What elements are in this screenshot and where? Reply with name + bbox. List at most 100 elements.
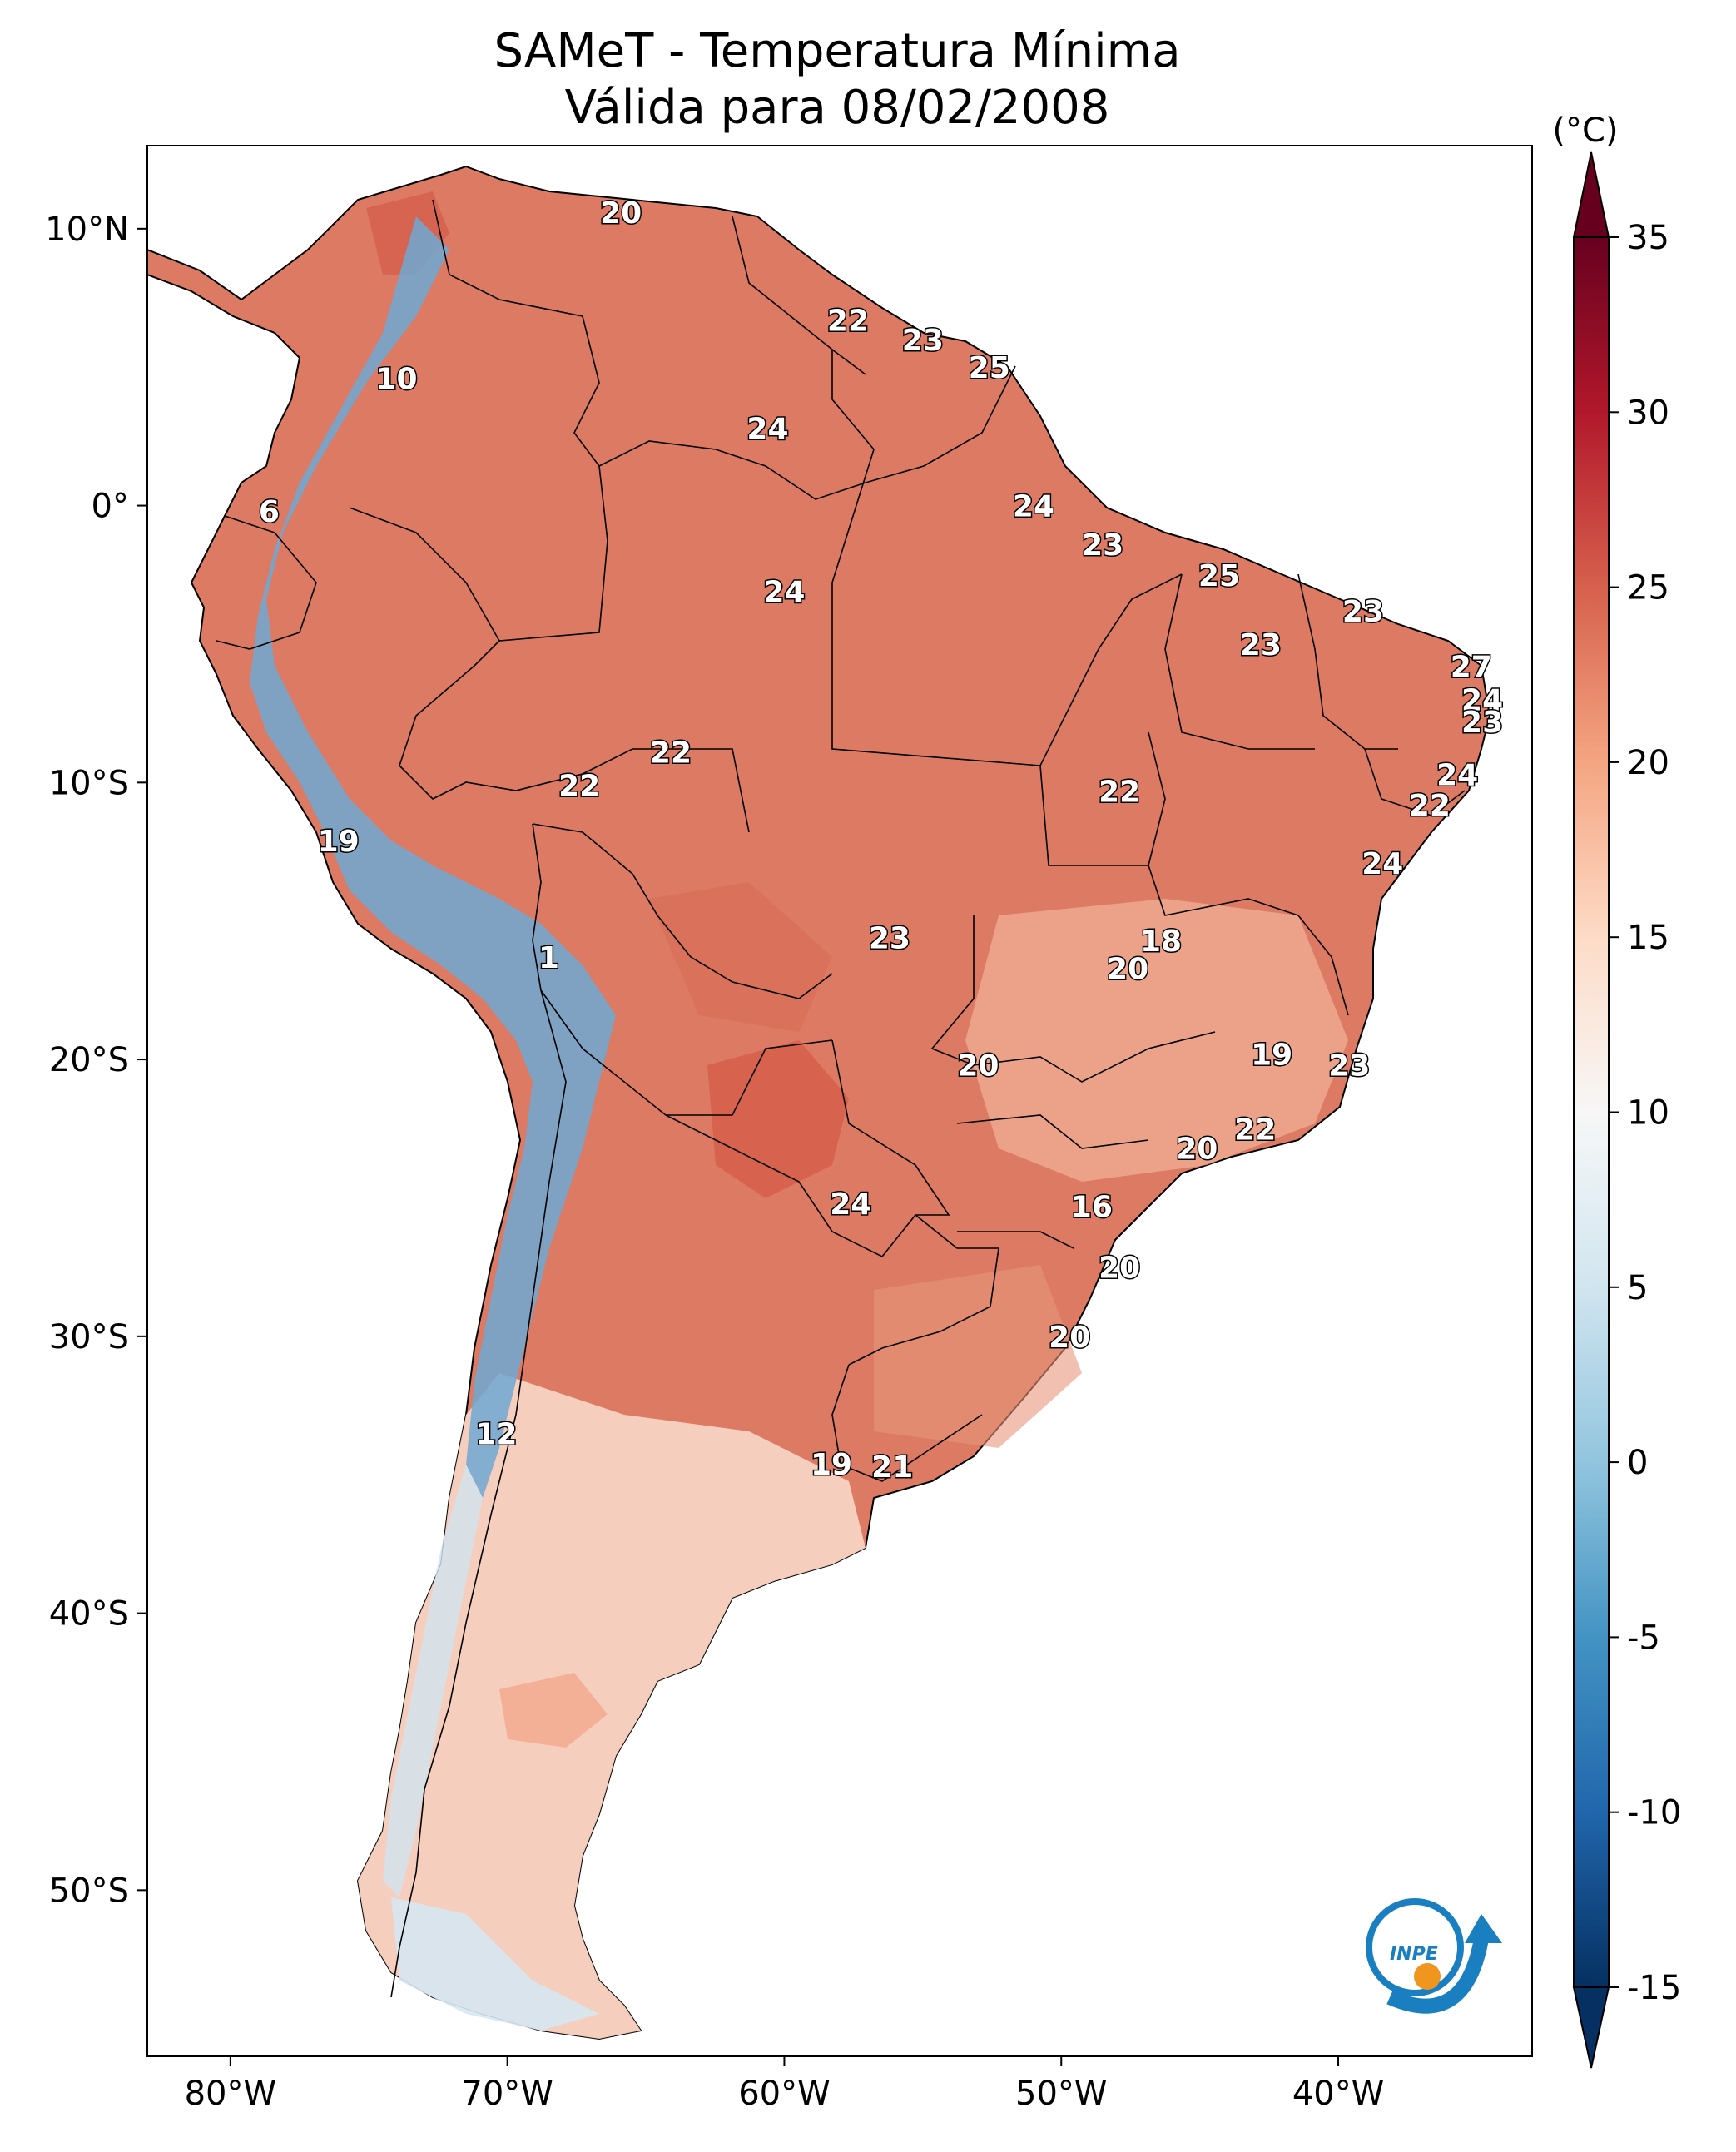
temperature-value-label: 25 <box>1198 559 1240 593</box>
border-bolivia-paraguay <box>582 1039 833 1116</box>
temperature-value-label: 1 <box>538 941 559 975</box>
temperature-value-label: 22 <box>1409 789 1451 823</box>
temperature-value-label: 6 <box>259 495 280 529</box>
warm-patch-patagonia <box>499 1673 608 1748</box>
border-paraguay-brazil <box>831 1039 950 1216</box>
map-title: SAMeT - Temperatura Mínima Válida para 0… <box>0 23 1674 136</box>
border-brazil-north <box>598 365 1016 500</box>
temperature-value-label: 24 <box>1461 684 1503 718</box>
temperature-value-label: 24 <box>1436 758 1478 792</box>
colorbar-tick-label: -15 <box>1627 1969 1681 2007</box>
border-brazil-states-8 <box>930 915 975 1066</box>
colorbar-unit-label: (°C) <box>1552 112 1618 150</box>
border-colombia-venezuela <box>432 199 600 467</box>
logo-orbit <box>1366 1898 1464 1996</box>
border-brazil-states-2 <box>1039 573 1183 766</box>
border-bolivia-peru <box>532 823 583 1049</box>
colorbar-gradient <box>1573 236 1610 1988</box>
map-area <box>147 146 1532 2056</box>
border-brazil-states-10 <box>1364 748 1466 816</box>
temperature-value-label: 23 <box>1342 595 1384 629</box>
colorbar: (°C) 35 30 25 20 15 10 5 0 -5 -10 -15 <box>1552 112 1681 2069</box>
logo-text: INPE <box>1390 1944 1438 1965</box>
temperature-value-label: 18 <box>1140 925 1182 959</box>
temperature-value-label: 22 <box>1234 1113 1276 1147</box>
temperature-value-label: 23 <box>1240 628 1282 662</box>
latitude-axis: 10°N 0° 10°S 20°S 30°S 40°S 50°S <box>45 211 147 1910</box>
border-ecuador-peru <box>216 515 317 650</box>
lat-tick-label: 0° <box>92 488 129 526</box>
temperature-value-label: 23 <box>902 324 944 358</box>
temperature-value-label: 10 <box>375 363 417 397</box>
andes-cold-band <box>250 216 616 1498</box>
colorbar-tick-label: 25 <box>1627 569 1669 607</box>
temperature-value-label: 24 <box>830 1188 871 1222</box>
colorbar-tick-label: 35 <box>1627 219 1669 257</box>
temperature-value-label: 20 <box>1107 952 1148 986</box>
temperature-value-label: 22 <box>650 736 692 771</box>
temperature-value-label: 19 <box>1251 1038 1292 1072</box>
temperature-value-label: 24 <box>763 576 805 610</box>
lon-tick-label: 80°W <box>185 2075 276 2113</box>
border-brazil-states-5 <box>973 1031 1216 1083</box>
andes-cool-fringe <box>383 1465 483 1897</box>
border-peru-brazil <box>399 640 750 833</box>
temperature-value-label: 19 <box>318 825 360 859</box>
temperature-value-label: 19 <box>811 1448 852 1482</box>
lon-tick-label: 60°W <box>738 2075 830 2113</box>
colorbar-tick-label: 20 <box>1627 744 1669 782</box>
temperature-value-label: 20 <box>957 1049 999 1083</box>
colorbar-tick-label: 15 <box>1627 919 1669 957</box>
temperature-value-label: 24 <box>746 412 788 446</box>
border-brazil-states-6 <box>956 1114 1149 1149</box>
colorbar-max-arrow <box>1572 151 1610 238</box>
border-guyana-venezuela <box>732 216 866 375</box>
temperature-value-label: 27 <box>1451 651 1492 685</box>
temperature-value-label: 23 <box>1461 706 1503 740</box>
colorbar-tick-label: 10 <box>1627 1094 1669 1133</box>
border-brazil-states-9 <box>1297 573 1398 750</box>
logo-swoosh <box>1386 1937 1489 2014</box>
temperature-value-label: 23 <box>1328 1049 1370 1083</box>
lat-tick-label: 10°S <box>49 764 129 802</box>
colorbar-tick-label: 5 <box>1627 1269 1648 1307</box>
temperature-value-label: 16 <box>1071 1190 1113 1224</box>
lon-tick-label: 50°W <box>1015 2075 1107 2113</box>
border-brazil-states-1 <box>831 350 1041 766</box>
colorbar-tick-label: -10 <box>1627 1794 1681 1832</box>
temperature-value-label: 20 <box>1049 1321 1090 1355</box>
lat-tick-label: 30°S <box>49 1318 129 1356</box>
temperature-value-label: 12 <box>475 1417 517 1451</box>
colorbar-ticks: 35 30 25 20 15 10 5 0 -5 -10 -15 <box>1609 219 1681 2007</box>
border-brazil-states-4 <box>1148 865 1349 1016</box>
colorbar-min-arrow <box>1572 1986 1610 2069</box>
border-argentina-paraguay <box>665 1114 916 1258</box>
temperature-value-label: 21 <box>871 1450 913 1485</box>
inpe-logo: INPE <box>1366 1898 1502 2014</box>
lat-tick-label: 40°S <box>49 1595 129 1634</box>
warm-region-chaco <box>707 1040 849 1198</box>
lon-tick-label: 40°W <box>1292 2075 1384 2113</box>
temperature-value-label: 22 <box>827 305 869 339</box>
temperature-value-label: 20 <box>600 196 642 231</box>
logo-arrow <box>1465 1914 1502 1943</box>
lat-tick-label: 50°S <box>49 1872 129 1910</box>
border-bolivia-brazil <box>532 823 833 999</box>
mild-region-south-brazil <box>874 1265 1082 1448</box>
mild-region-central-brazil <box>965 899 1348 1182</box>
map-frame <box>146 145 1533 2057</box>
temperature-value-label: 23 <box>869 922 910 956</box>
colorbar-tick-label: 0 <box>1627 1444 1648 1482</box>
colorbar-tick-label: -5 <box>1627 1619 1660 1657</box>
temperature-value-label: 23 <box>1082 528 1123 563</box>
temperature-value-label: 20 <box>1099 1252 1140 1286</box>
title-line-2: Válida para 08/02/2008 <box>564 81 1110 135</box>
warm-region-pantanal <box>649 882 832 1032</box>
border-brazil-states-7 <box>957 1231 1074 1249</box>
country-boundaries <box>216 199 1466 1998</box>
border-brazil-states-11 <box>1164 573 1315 750</box>
border-argentina-brazil <box>848 1214 999 1366</box>
lat-tick-label: 20°S <box>49 1041 129 1079</box>
